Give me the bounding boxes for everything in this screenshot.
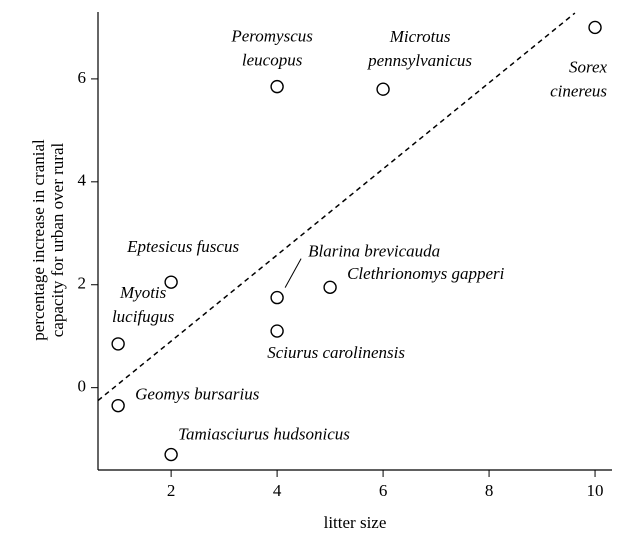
y-axis-label: percentage increase in cranial (29, 139, 48, 341)
point-label: leucopus (242, 51, 303, 70)
y-tick-label: 2 (78, 274, 87, 293)
x-tick-label: 8 (485, 481, 494, 500)
point-label: Clethrionomys gapperi (347, 264, 505, 283)
trend-line (97, 12, 576, 402)
point-label: Tamiasciurus hudsonicus (178, 424, 350, 443)
point (164, 447, 178, 462)
point (111, 398, 125, 413)
point-label: Peromyscus (230, 27, 313, 46)
point (270, 324, 284, 338)
point (323, 280, 337, 295)
point (164, 275, 178, 289)
point (270, 79, 284, 94)
x-tick-label: 6 (379, 481, 388, 500)
y-tick-label: 4 (78, 171, 87, 190)
y-tick-label: 6 (78, 68, 87, 87)
point-label: cinereus (550, 81, 607, 100)
point-label: Geomys bursarius (135, 385, 260, 404)
point-label: Sorex (569, 57, 608, 76)
x-axis-label: litter size (324, 513, 387, 532)
point-label: pennsylvanicus (367, 51, 472, 70)
y-tick-label: 0 (78, 377, 87, 396)
x-tick-label: 10 (587, 481, 604, 500)
point-label: Eptesicus fuscus (126, 237, 239, 256)
point-label: lucifugus (112, 307, 175, 326)
point-label: Blarina brevicauda (308, 242, 440, 261)
leader-line (284, 258, 302, 288)
point (376, 82, 390, 96)
point-label: Microtus (389, 27, 451, 46)
point (111, 337, 125, 351)
point-label: Myotis (119, 283, 167, 302)
point-label: Sciurus carolinensis (267, 343, 405, 362)
x-tick-label: 2 (167, 481, 176, 500)
y-axis-label: capacity for urban over rural (48, 143, 67, 338)
x-tick-label: 4 (273, 481, 282, 500)
point (270, 290, 284, 305)
point (588, 20, 602, 35)
